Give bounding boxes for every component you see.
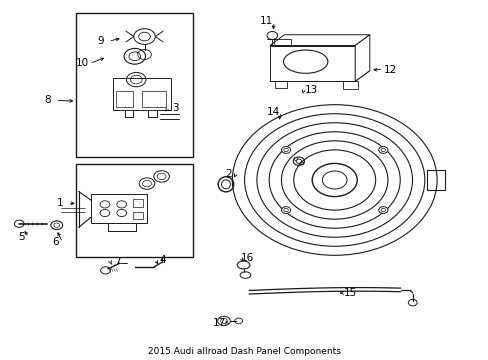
Bar: [274, 81, 286, 88]
Bar: [426, 170, 445, 190]
Circle shape: [281, 147, 290, 153]
Text: 16: 16: [241, 253, 254, 263]
Bar: [342, 81, 357, 89]
Text: 2015 Audi allroad Dash Panel Components: 2015 Audi allroad Dash Panel Components: [148, 347, 340, 356]
Bar: [91, 194, 147, 223]
Bar: [76, 164, 193, 257]
Circle shape: [378, 207, 387, 213]
Text: 9: 9: [98, 36, 104, 46]
Polygon shape: [269, 71, 369, 81]
Text: 1: 1: [57, 198, 63, 208]
Circle shape: [281, 207, 290, 213]
Text: 11: 11: [260, 17, 273, 27]
Text: 17: 17: [213, 319, 226, 328]
Bar: [133, 199, 143, 207]
Text: 12: 12: [384, 64, 397, 75]
Text: 4: 4: [159, 255, 165, 265]
Polygon shape: [354, 35, 369, 81]
Text: 14: 14: [266, 107, 280, 117]
Text: 10: 10: [76, 58, 88, 68]
Bar: [273, 39, 290, 46]
Text: 3: 3: [172, 103, 178, 113]
Text: 2: 2: [225, 168, 232, 179]
Text: 6: 6: [52, 237, 59, 247]
Bar: [116, 91, 133, 107]
Text: 15: 15: [344, 288, 357, 298]
Bar: [76, 13, 193, 157]
Bar: [133, 212, 143, 219]
Bar: [113, 78, 171, 110]
Polygon shape: [269, 35, 369, 45]
Text: 5: 5: [18, 232, 24, 242]
Text: 7: 7: [114, 257, 121, 267]
Text: 13: 13: [304, 85, 317, 95]
Bar: [142, 91, 165, 107]
Polygon shape: [269, 45, 354, 81]
Text: 8: 8: [44, 95, 51, 105]
Circle shape: [378, 147, 387, 153]
